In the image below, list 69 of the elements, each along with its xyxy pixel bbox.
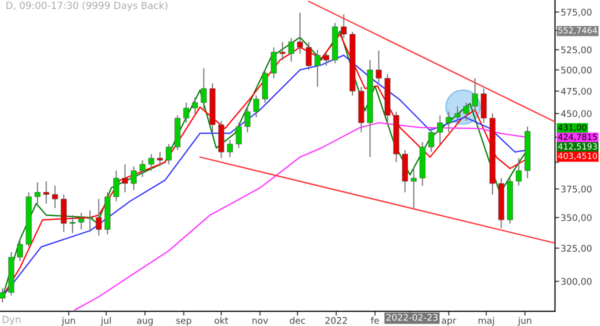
candlestick (113, 170, 120, 202)
candlestick (314, 49, 320, 88)
candlestick (297, 12, 303, 54)
text: Dyn (2, 316, 20, 326)
candlestick (428, 126, 434, 153)
candlestick (122, 164, 128, 193)
candlestick (166, 143, 172, 165)
candlestick (253, 94, 260, 118)
x-tick-label: maj (478, 316, 494, 326)
y-tick-label: 325,00 (561, 244, 592, 253)
x-tick-label: dec (290, 316, 306, 324)
candlestick (200, 68, 207, 110)
chart-title: D, 09:00-17:30 (9999 Days Back) (6, 2, 168, 11)
candlestick (454, 106, 460, 126)
text: 431,00 (558, 124, 586, 132)
candlestick (34, 182, 40, 206)
candlestick (472, 78, 478, 112)
candlestick (437, 114, 443, 145)
candlestick (17, 238, 23, 262)
candlestick (463, 102, 470, 122)
candlestick (323, 52, 330, 66)
candlestick (236, 122, 242, 149)
candlestick (288, 37, 294, 62)
y-tick-label: 475,00 (560, 88, 592, 96)
candlestick (516, 158, 522, 186)
candlestick (70, 214, 76, 234)
y-tick-label: 575,00 (561, 8, 592, 17)
candlestick (446, 111, 452, 133)
candlestick (0, 288, 6, 304)
candlestick (140, 160, 146, 178)
x-tick-label: jun (518, 316, 532, 326)
x-tick-label: 2022 (325, 317, 347, 324)
candlestick (280, 41, 286, 61)
candlestick (306, 41, 312, 70)
candlestick (148, 153, 154, 172)
candlestick (192, 96, 198, 114)
x-tick-label: apr (442, 318, 456, 326)
candlestick (87, 210, 93, 232)
candlestick (227, 140, 233, 158)
y-tick-label: 450,00 (560, 110, 592, 118)
text: 403,4510 (558, 152, 597, 160)
candlestick (43, 180, 50, 204)
candlestick (96, 198, 102, 236)
y-tick-label: 525,00 (561, 46, 592, 54)
candlestick (340, 14, 347, 39)
candlestick (376, 50, 382, 84)
x-tick-label: okt (214, 316, 228, 324)
candlestick (410, 166, 417, 209)
y-tick-label: 300,00 (561, 278, 592, 286)
x-tick-label: fe (370, 316, 379, 324)
text: 412,5193 (558, 143, 597, 150)
x-tick-label: jul (100, 316, 111, 326)
text: 2022-02-23 (386, 314, 438, 321)
candlestick (183, 102, 190, 124)
candlestick (157, 151, 163, 167)
candlestick (244, 106, 250, 133)
x-tick-label: sep (176, 318, 192, 326)
y-tick-label: 500,00 (561, 66, 592, 74)
y-tick-label: 375,00 (561, 186, 592, 194)
candlestick (78, 212, 84, 230)
x-tick-label: jun (62, 316, 75, 326)
candlestick (270, 46, 277, 79)
candlestick (52, 185, 58, 209)
text: 552,7464 (558, 27, 598, 34)
y-tick-label: 350,00 (561, 214, 592, 222)
text: 424,7815 (558, 134, 597, 141)
x-tick-label: aug (137, 318, 153, 326)
x-tick-label: nov (252, 318, 268, 324)
candlestick (130, 166, 137, 191)
